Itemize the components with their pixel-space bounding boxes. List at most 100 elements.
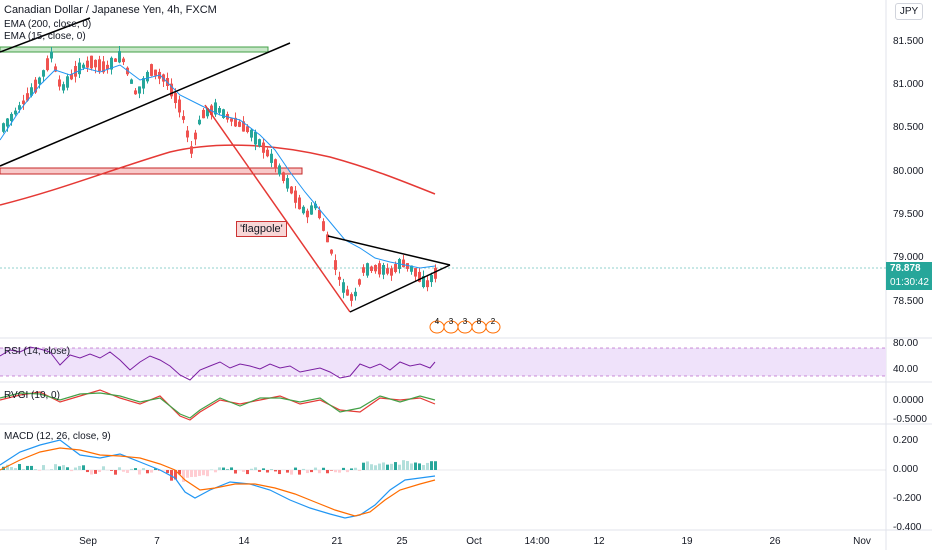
macd-histogram-bar <box>142 468 145 470</box>
candle-body <box>202 109 205 119</box>
macd-histogram-bar <box>122 470 125 472</box>
ema200-legend[interactable]: EMA (200, close, 0) <box>4 19 92 30</box>
time-tick: 19 <box>681 536 693 547</box>
macd-histogram-bar <box>374 465 377 470</box>
candle-body <box>14 110 17 115</box>
chart-title: Canadian Dollar / Japanese Yen, 4h, FXCM <box>4 4 217 16</box>
price-tick: 81.500 <box>893 36 924 47</box>
candle-body <box>234 117 237 127</box>
candle-body <box>250 129 253 138</box>
macd-histogram-bar <box>30 465 33 470</box>
candle-body <box>222 109 225 118</box>
macd-histogram-bar <box>422 464 425 470</box>
macd-histogram-bar <box>354 467 357 470</box>
time-tick: 21 <box>331 536 343 547</box>
flagpole-annotation[interactable]: 'flagpole' <box>236 221 287 237</box>
macd-histogram-bar <box>418 463 421 470</box>
macd-histogram-bar <box>366 461 369 470</box>
candle-body <box>314 203 317 209</box>
resistance-zone[interactable] <box>0 46 269 53</box>
candle-body <box>102 61 105 73</box>
event-badge-count: 3 <box>463 317 468 326</box>
macd-histogram-bar <box>410 463 413 470</box>
candle-body <box>362 267 365 273</box>
macd-histogram-bar <box>330 470 333 471</box>
candle-body <box>38 77 41 84</box>
macd-histogram-bar <box>170 470 173 481</box>
macd-histogram-bar <box>218 467 221 470</box>
rsi-legend[interactable]: RSI (14, close) <box>4 346 71 357</box>
candle-body <box>310 205 313 215</box>
macd-histogram-bar <box>78 465 81 470</box>
candle-body <box>274 159 277 169</box>
macd-histogram-bar <box>274 470 277 472</box>
macd-histogram-bar <box>378 463 381 470</box>
lower-channel-line[interactable] <box>0 42 291 167</box>
macd-histogram-bar <box>314 467 317 470</box>
macd-histogram-bar <box>186 470 189 478</box>
macd-histogram-bar <box>414 462 417 470</box>
macd-histogram-bar <box>294 467 297 470</box>
candle-body <box>178 99 181 113</box>
macd-histogram-bar <box>162 470 165 471</box>
event-badge[interactable] <box>485 320 501 334</box>
candle-body <box>370 266 373 271</box>
candle-body <box>434 267 437 279</box>
event-badge-count: 3 <box>449 317 454 326</box>
candle-body <box>230 118 233 122</box>
upper-channel-line[interactable] <box>0 17 91 53</box>
candle-body <box>430 274 433 283</box>
candle-body <box>346 289 349 296</box>
ema15-legend[interactable]: EMA (15, close, 0) <box>4 31 86 42</box>
ema200-line <box>0 144 436 206</box>
candle-body <box>330 249 333 254</box>
macd-histogram-bar <box>306 470 309 474</box>
time-tick: Sep <box>79 536 97 547</box>
macd-histogram-bar <box>34 469 37 470</box>
price-tick: 80.500 <box>893 122 924 133</box>
candle-body <box>150 64 153 76</box>
macd-histogram-bar <box>286 470 289 473</box>
candle-body <box>146 71 149 82</box>
macd-histogram-bar <box>38 470 41 471</box>
rvgi-signal-line <box>0 389 436 421</box>
candle-body <box>182 116 185 120</box>
macd-histogram-bar <box>326 470 329 474</box>
triangle-upper-line[interactable] <box>327 235 451 266</box>
macd-histogram-bar <box>234 470 237 474</box>
macd-histogram-bar <box>182 470 185 482</box>
candle-body <box>410 265 413 272</box>
macd-histogram-bar <box>398 464 401 470</box>
candle-body <box>282 172 285 182</box>
currency-button[interactable]: JPY <box>895 3 923 20</box>
macd-histogram-bar <box>138 470 141 475</box>
macd-histogram-bar <box>82 465 85 470</box>
candle-body <box>10 113 13 122</box>
macd-histogram-bar <box>346 470 349 473</box>
macd-histogram-bar <box>54 464 57 470</box>
macd-histogram-bar <box>134 468 137 470</box>
time-tick: Nov <box>853 536 871 547</box>
candlestick-series <box>2 46 437 307</box>
macd-histogram-bar <box>50 469 53 470</box>
price-tick: 79.000 <box>893 252 924 263</box>
macd-histogram-bar <box>126 470 129 473</box>
macd-histogram-bar <box>42 465 45 470</box>
candle-body <box>302 206 305 214</box>
macd-histogram-bar <box>370 464 373 470</box>
candle-body <box>338 276 341 280</box>
triangle-lower-line[interactable] <box>349 264 451 313</box>
candle-body <box>334 260 337 270</box>
macd-histogram-bar <box>206 470 209 477</box>
support-zone[interactable] <box>0 167 303 175</box>
candle-body <box>94 59 97 68</box>
price-tick: 78.500 <box>893 296 924 307</box>
flagpole-line[interactable] <box>204 104 351 313</box>
candle-body <box>6 118 9 127</box>
rvgi-legend[interactable]: RVGI (10, 0) <box>4 390 60 401</box>
candle-body <box>194 132 197 140</box>
macd-legend[interactable]: MACD (12, 26, close, 9) <box>4 431 111 442</box>
candle-body <box>266 149 269 157</box>
